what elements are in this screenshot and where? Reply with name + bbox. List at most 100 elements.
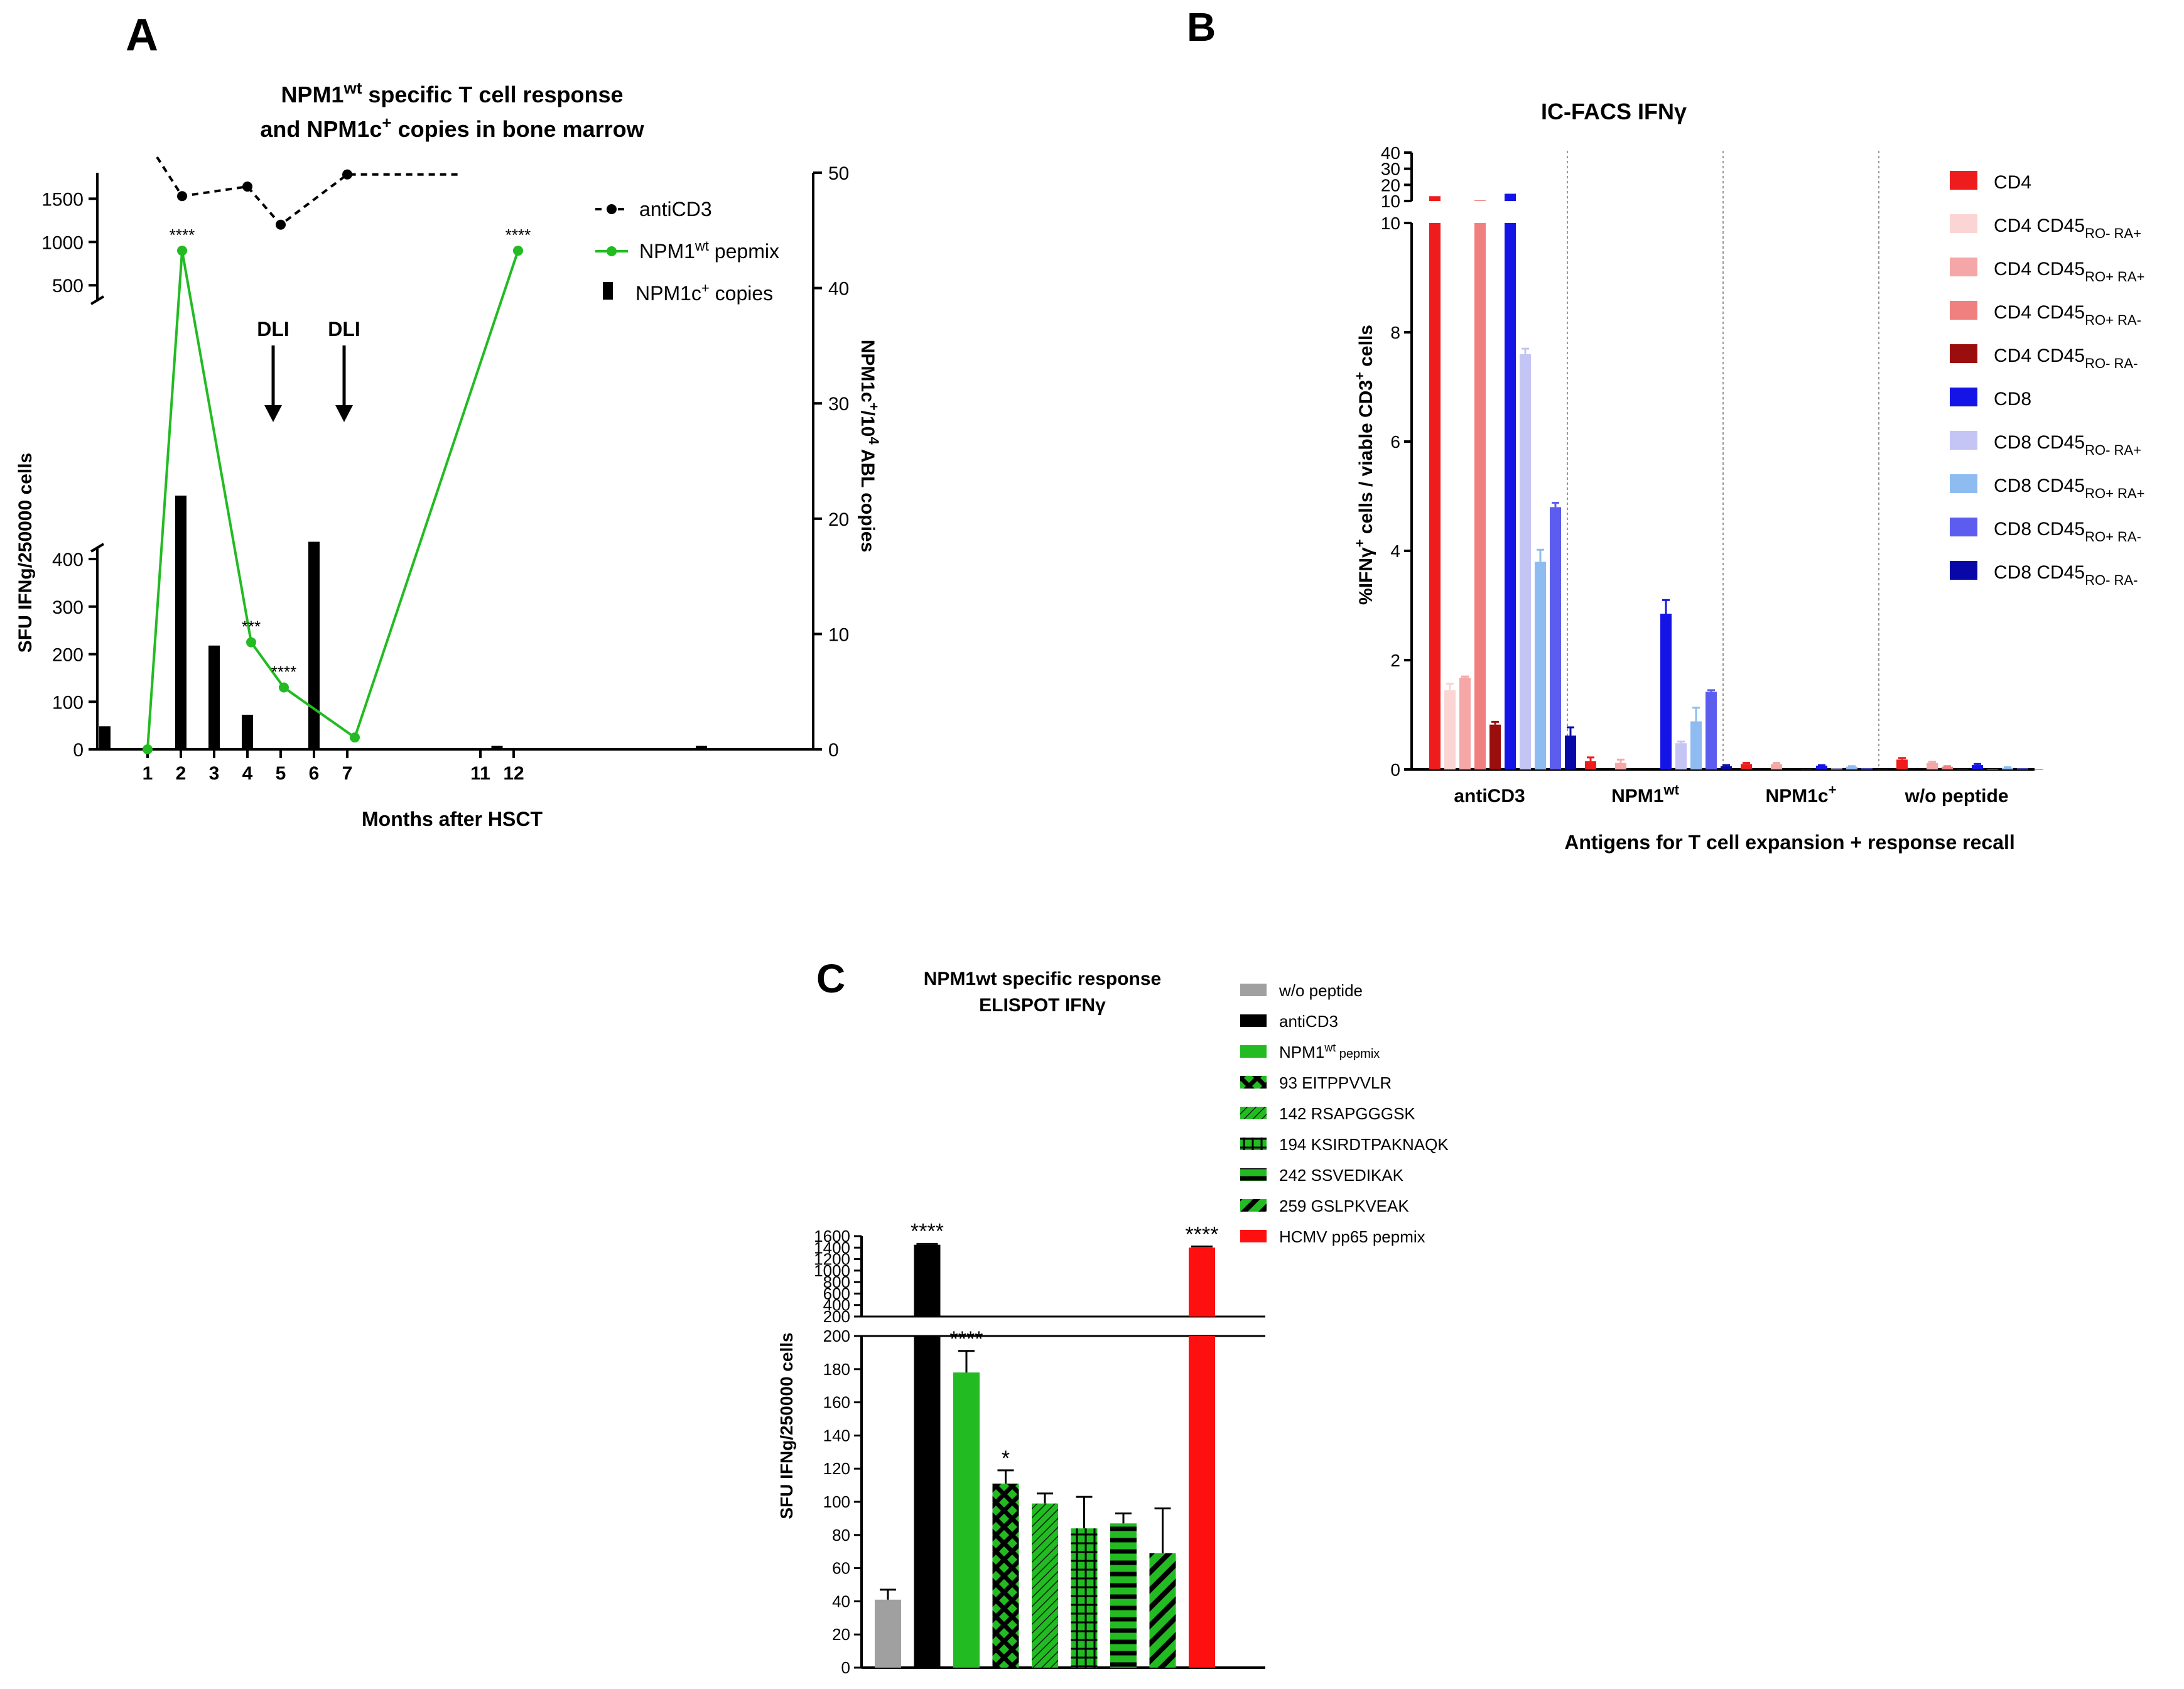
panel-label-a: A	[126, 10, 158, 60]
anticd3-point	[342, 169, 352, 180]
legend-swatch	[1950, 431, 1977, 450]
npm1c-copies-bar	[696, 746, 707, 749]
svg-text:antiCD3: antiCD3	[639, 198, 712, 220]
y-tick-label: 400	[823, 1296, 850, 1315]
x-group-label: NPM1c+	[1766, 782, 1837, 806]
y-tick-label: 120	[823, 1459, 850, 1478]
bar	[1896, 759, 1908, 769]
bar	[1585, 761, 1596, 769]
bar-upper	[1189, 1247, 1215, 1317]
bar	[1721, 766, 1732, 769]
legend-swatch	[1240, 1199, 1267, 1212]
bar	[1771, 764, 1782, 769]
y-tick-label: 1000	[814, 1261, 850, 1280]
bar	[1489, 724, 1501, 769]
dli-label: DLI	[257, 318, 289, 340]
y2-tick-label: 40	[828, 279, 849, 300]
y-tick-label: 0	[73, 740, 84, 761]
x-tick-label: 4	[242, 763, 253, 784]
y-tick-label: 10	[1381, 214, 1400, 233]
bar	[1927, 763, 1938, 769]
bar	[1149, 1553, 1176, 1668]
chart-b-marks	[1429, 193, 2043, 769]
legend-swatch	[1950, 344, 1977, 363]
legend-label: w/o peptide	[1279, 981, 1363, 1000]
bar	[875, 1599, 901, 1668]
legend-label: CD8	[1994, 389, 2031, 410]
legend-label: antiCD3	[1279, 1012, 1338, 1031]
legend-label: 142 RSAPGGGSK	[1279, 1104, 1415, 1123]
dli-label: DLI	[328, 318, 360, 340]
bar	[1706, 692, 1717, 769]
x-tick-label: 3	[209, 763, 220, 784]
bar	[1071, 1528, 1098, 1668]
legend-label: CD8 CD45RO- RA+	[1994, 432, 2141, 458]
y-tick-label: 40	[1381, 143, 1400, 163]
x-group-label: NPM1wt	[1611, 782, 1679, 806]
chart-a-marks: ***************DLI DLI	[99, 156, 707, 754]
y-tick-label: 180	[823, 1360, 850, 1379]
bar-upper	[1429, 196, 1441, 201]
y-tick-label: 10	[1381, 192, 1400, 211]
legend-label: 93 EITPPVVLR	[1279, 1073, 1392, 1092]
bar-upper	[914, 1244, 941, 1317]
legend-label: CD4 CD45RO- RA-	[1994, 345, 2138, 371]
x-group-label: antiCD3	[1454, 786, 1525, 806]
x-tick-label: 2	[176, 763, 187, 784]
bar	[1505, 223, 1516, 769]
legend-swatch	[1950, 474, 1977, 493]
chart-a-y2label: NPM1c+/104 ABL copies	[857, 340, 882, 553]
x-tick-label: 7	[342, 763, 353, 784]
legend-label: HCMV pp65 pepmix	[1279, 1227, 1425, 1246]
y-tick-label: 60	[832, 1559, 850, 1578]
y-tick-label: 20	[832, 1625, 850, 1644]
npm1wt-pepmix-point	[143, 744, 153, 754]
panel-label-b: B	[1187, 4, 1216, 50]
y-tick-label: 1200	[814, 1250, 850, 1269]
dli-arrowhead	[264, 405, 282, 422]
npm1wt-pepmix-point	[350, 732, 360, 743]
chart-c-title-line2: ELISPOT IFNγ	[979, 995, 1106, 1016]
legend-swatch	[1950, 388, 1977, 406]
bar	[1861, 768, 1873, 769]
y-tick-label: 400	[52, 550, 84, 570]
chart-a-title-line2: and NPM1c+ copies in bone marrow	[260, 113, 644, 142]
npm1wt-pepmix-point	[246, 637, 256, 648]
npm1wt-pepmix-point	[279, 682, 289, 693]
npm1wt-pepmix-point	[513, 246, 523, 256]
legend-label: CD8 CD45RO- RA-	[1994, 562, 2138, 588]
dli-arrowhead	[335, 405, 353, 422]
legend-label: CD4	[1994, 172, 2031, 193]
npm1c-copies-bar	[242, 714, 253, 749]
bar	[1189, 1336, 1215, 1668]
x-tick-label: 11	[470, 763, 490, 784]
bar	[1032, 1503, 1058, 1668]
anticd3-point	[276, 219, 286, 230]
y2-tick-label: 20	[828, 509, 849, 530]
npm1c-copies-bar	[491, 746, 503, 749]
bar	[1474, 223, 1486, 769]
legend-label: CD4 CD45RO+ RA+	[1994, 259, 2144, 285]
legend-swatch	[1240, 1138, 1267, 1150]
y-tick-label: 1500	[41, 189, 84, 210]
legend-swatch	[1950, 258, 1977, 276]
y-tick-label: 6	[1390, 432, 1400, 452]
npm1c-copies-bar	[99, 726, 111, 749]
y-tick-label: 200	[823, 1307, 850, 1326]
y-tick-label: 100	[823, 1492, 850, 1511]
y-tick-label: 40	[832, 1592, 850, 1610]
y-tick-label: 200	[823, 1327, 850, 1345]
significance-label: ****	[1186, 1222, 1219, 1246]
legend-swatch	[1240, 1107, 1267, 1119]
y-tick-label: 300	[52, 597, 84, 618]
legend-item-npm1c-copies: NPM1c+ copies	[603, 280, 773, 305]
anticd3-point	[242, 182, 252, 192]
chart-a-legend: antiCD3 NPM1wt pepmix NPM1c+ copies	[595, 198, 779, 305]
legend-swatch	[1240, 1076, 1267, 1089]
svg-text:NPM1c+ copies: NPM1c+ copies	[635, 280, 773, 305]
bar	[1550, 507, 1561, 769]
legend-label: CD4 CD45RO- RA+	[1994, 215, 2141, 241]
y-tick-label: 1400	[814, 1238, 850, 1257]
anticd3-point	[177, 191, 187, 202]
significance-label: ****	[950, 1327, 983, 1351]
